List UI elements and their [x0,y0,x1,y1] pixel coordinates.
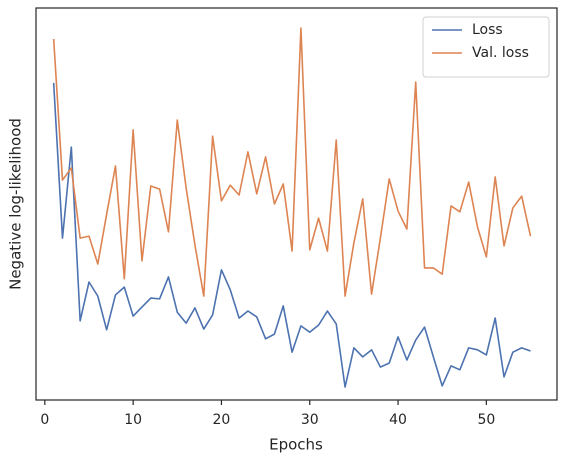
data-line [52,27,532,297]
x-tick-label: 10 [124,412,142,428]
x-tick-label: 40 [389,412,407,428]
axes-frame [35,7,558,401]
y-axis-label: Negative log-likelihood [7,118,25,290]
x-tick-label: 50 [477,412,495,428]
legend-label: Loss [472,22,503,38]
legend-label: Val. loss [472,45,529,61]
x-tick-label: 0 [40,412,49,428]
x-axis-label: Epochs [269,436,323,454]
x-tick-label: 20 [213,412,231,428]
legend-box [422,16,550,78]
x-tick-label: 30 [301,412,319,428]
plot-area [52,27,532,388]
data-line [52,82,531,388]
